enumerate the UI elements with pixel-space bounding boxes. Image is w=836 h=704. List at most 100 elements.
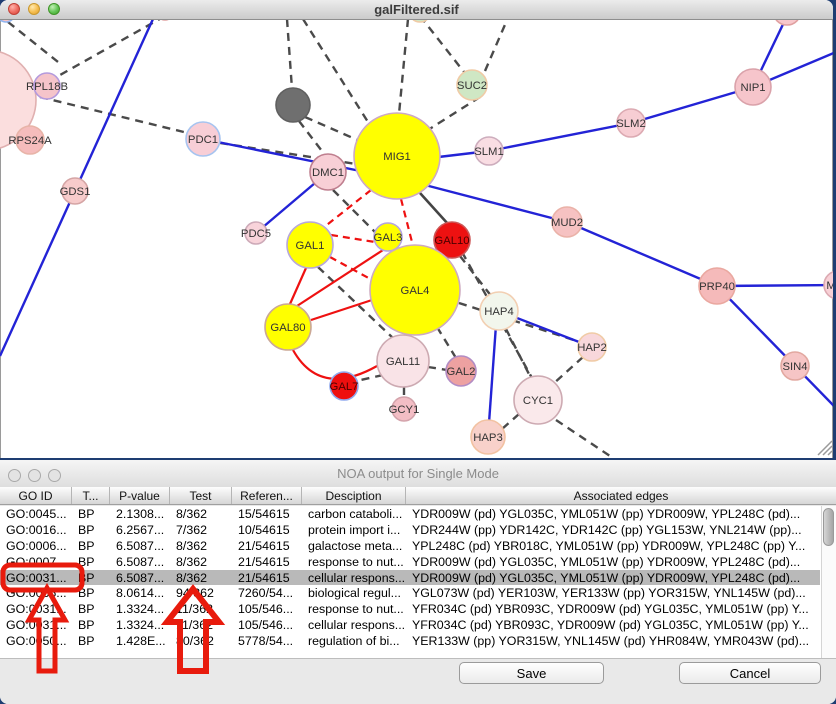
node-suc2[interactable] bbox=[456, 69, 488, 101]
node-mig1[interactable] bbox=[353, 112, 441, 200]
column-header-p-value[interactable]: P-value bbox=[110, 487, 170, 504]
node-prp40[interactable] bbox=[698, 267, 736, 305]
edge-dash bbox=[397, 18, 410, 115]
cell-test: 7/362 bbox=[176, 522, 208, 537]
table-row[interactable]: GO:0007... BP 6.5087... 8/362 21/54615 respon… bbox=[0, 554, 820, 570]
cell-test: 8/362 bbox=[176, 538, 208, 553]
node-gal1[interactable] bbox=[286, 221, 334, 269]
zoom-button-inactive[interactable] bbox=[48, 469, 61, 482]
node-dmc1[interactable] bbox=[309, 153, 347, 191]
node-label-rpl18b: RPL18B bbox=[26, 81, 68, 93]
node-slm1[interactable] bbox=[474, 136, 504, 166]
edge-red bbox=[296, 249, 384, 307]
node-sin4[interactable] bbox=[780, 351, 810, 381]
cell-referen-: 105/546... bbox=[238, 602, 294, 617]
node-hap4[interactable] bbox=[479, 291, 519, 331]
node-label-gal80: GAL80 bbox=[270, 322, 305, 334]
node-gal2[interactable] bbox=[445, 355, 477, 387]
table-row[interactable]: GO:0050... BP 1.428E... 80/362 5778/54... reg… bbox=[0, 633, 820, 649]
table-row[interactable]: GO:0031... BP 1.3324... 11/362 105/546... res… bbox=[0, 601, 820, 617]
edge-blue bbox=[566, 220, 718, 288]
scrollbar-thumb[interactable] bbox=[823, 508, 834, 546]
node-rps24a[interactable] bbox=[15, 125, 45, 155]
cancel-button[interactable]: Cancel bbox=[679, 662, 821, 684]
node-label-cyc1: CYC1 bbox=[523, 395, 553, 407]
edge-blue bbox=[424, 183, 568, 224]
edge-dark bbox=[419, 192, 449, 225]
cell-p-value: 1.3324... bbox=[116, 602, 165, 617]
node-label-slm2: SLM2 bbox=[616, 118, 646, 130]
node-gal3[interactable] bbox=[373, 222, 403, 252]
network-window-titlebar[interactable]: galFiltered.sif bbox=[0, 0, 833, 20]
table-row[interactable]: GO:0045... BP 2.1308... 8/362 15/54615 carbon… bbox=[0, 506, 820, 522]
node-label-gal10: GAL10 bbox=[434, 235, 469, 247]
edge-dash bbox=[419, 15, 465, 73]
node-nip1[interactable] bbox=[734, 68, 772, 106]
table-row[interactable]: GO:0065... BP 8.0614... 94/362 7260/54... bio… bbox=[0, 585, 820, 601]
node-gal4[interactable] bbox=[369, 244, 461, 336]
table-row[interactable]: GO:0031... BP 1.3324... 11/362 105/546... cel… bbox=[0, 617, 820, 633]
cell-referen-: 7260/54... bbox=[238, 586, 294, 601]
cell-t-: BP bbox=[78, 538, 95, 553]
edge-dash bbox=[427, 95, 481, 132]
table-row[interactable]: GO:0016... BP 6.2567... 7/362 10/54615 protei… bbox=[0, 522, 820, 538]
cell-associated-edges: YPL248C (pd) YBR018C, YML051W (pp) YDR00… bbox=[412, 538, 806, 553]
table-body: GO:0045... BP 2.1308... 8/362 15/54615 carbon… bbox=[0, 506, 836, 658]
node-gcy1[interactable] bbox=[391, 396, 417, 422]
cell-test: 80/362 bbox=[176, 634, 214, 649]
minimize-button[interactable] bbox=[28, 3, 40, 15]
cell-go-id: GO:0050... bbox=[6, 634, 67, 649]
noa-window-titlebar[interactable]: NOA output for Single Mode bbox=[0, 460, 836, 488]
cell-go-id: GO:0016... bbox=[6, 522, 67, 537]
vertical-scrollbar[interactable] bbox=[821, 506, 836, 658]
node-pdc5[interactable] bbox=[244, 221, 268, 245]
node-mud2[interactable] bbox=[551, 206, 583, 238]
node-label-gal2: GAL2 bbox=[447, 366, 476, 378]
cell-p-value: 6.5087... bbox=[116, 554, 165, 569]
column-header-go-id[interactable]: GO ID bbox=[0, 487, 72, 504]
table-row-selected[interactable]: GO:0031... BP 6.5087... 8/362 21/54615 cellul… bbox=[0, 569, 820, 586]
column-header-referen-[interactable]: Referen... bbox=[232, 487, 302, 504]
node-hap3[interactable] bbox=[470, 419, 506, 455]
cell-t-: BP bbox=[78, 554, 95, 569]
node-gal10[interactable] bbox=[433, 221, 471, 259]
column-header-t-[interactable]: T... bbox=[72, 487, 110, 504]
zoom-button[interactable] bbox=[48, 3, 60, 15]
column-header-desciption[interactable]: Desciption bbox=[302, 487, 406, 504]
node-gal11[interactable] bbox=[376, 334, 430, 388]
column-header-associated-edges[interactable]: Associated edges bbox=[573, 488, 669, 503]
node-label-mig1: MIG1 bbox=[383, 151, 411, 163]
edge-reddash bbox=[322, 189, 372, 229]
node-slm2[interactable] bbox=[616, 108, 646, 138]
network-graph[interactable]: RPL18B RPS24A GDS1 PDC1 DMC1 MIG1 SLM1 SUC2 SLM2… bbox=[0, 0, 833, 458]
node-msl-cut[interactable] bbox=[823, 271, 833, 299]
table-row[interactable]: GO:0006... BP 6.5087... 8/362 21/54615 galact… bbox=[0, 538, 820, 554]
cell-t-: BP bbox=[78, 522, 95, 537]
node-cyc1[interactable] bbox=[513, 375, 563, 425]
node-dark-node[interactable] bbox=[275, 87, 311, 123]
cell-t-: BP bbox=[78, 602, 95, 617]
node-label-pdc5: PDC5 bbox=[241, 228, 271, 240]
cell-p-value: 6.2567... bbox=[116, 522, 165, 537]
node-pdc1[interactable] bbox=[185, 121, 221, 157]
node-label-hap2: HAP2 bbox=[577, 342, 607, 354]
close-button[interactable] bbox=[8, 3, 20, 15]
save-button[interactable]: Save bbox=[459, 662, 604, 684]
node-gds1[interactable] bbox=[61, 177, 89, 205]
node-hap2[interactable] bbox=[577, 332, 607, 362]
cell-associated-edges: YFR034C (pd) YBR093C, YDR009W (pd) YGL03… bbox=[412, 602, 809, 617]
cell-t-: BP bbox=[78, 586, 95, 601]
column-header-test[interactable]: Test bbox=[170, 487, 232, 504]
minimize-button-inactive[interactable] bbox=[28, 469, 41, 482]
node-gal80[interactable] bbox=[264, 303, 312, 351]
close-button-inactive[interactable] bbox=[8, 469, 21, 482]
node-left-large[interactable] bbox=[0, 50, 37, 150]
cell-desciption: cellular respons... bbox=[308, 618, 406, 633]
cell-test: 8/362 bbox=[176, 570, 208, 585]
node-rpl18b[interactable] bbox=[33, 72, 61, 100]
cell-associated-edges: YDR244W (pp) YDR142C, YDR142C (pp) YGL15… bbox=[412, 522, 802, 537]
table-header: GO ID T... P-value Test Referen... Desciption… bbox=[0, 487, 836, 505]
network-canvas[interactable] bbox=[0, 19, 833, 458]
edge-blue bbox=[486, 310, 499, 438]
node-gal7[interactable] bbox=[329, 371, 359, 401]
